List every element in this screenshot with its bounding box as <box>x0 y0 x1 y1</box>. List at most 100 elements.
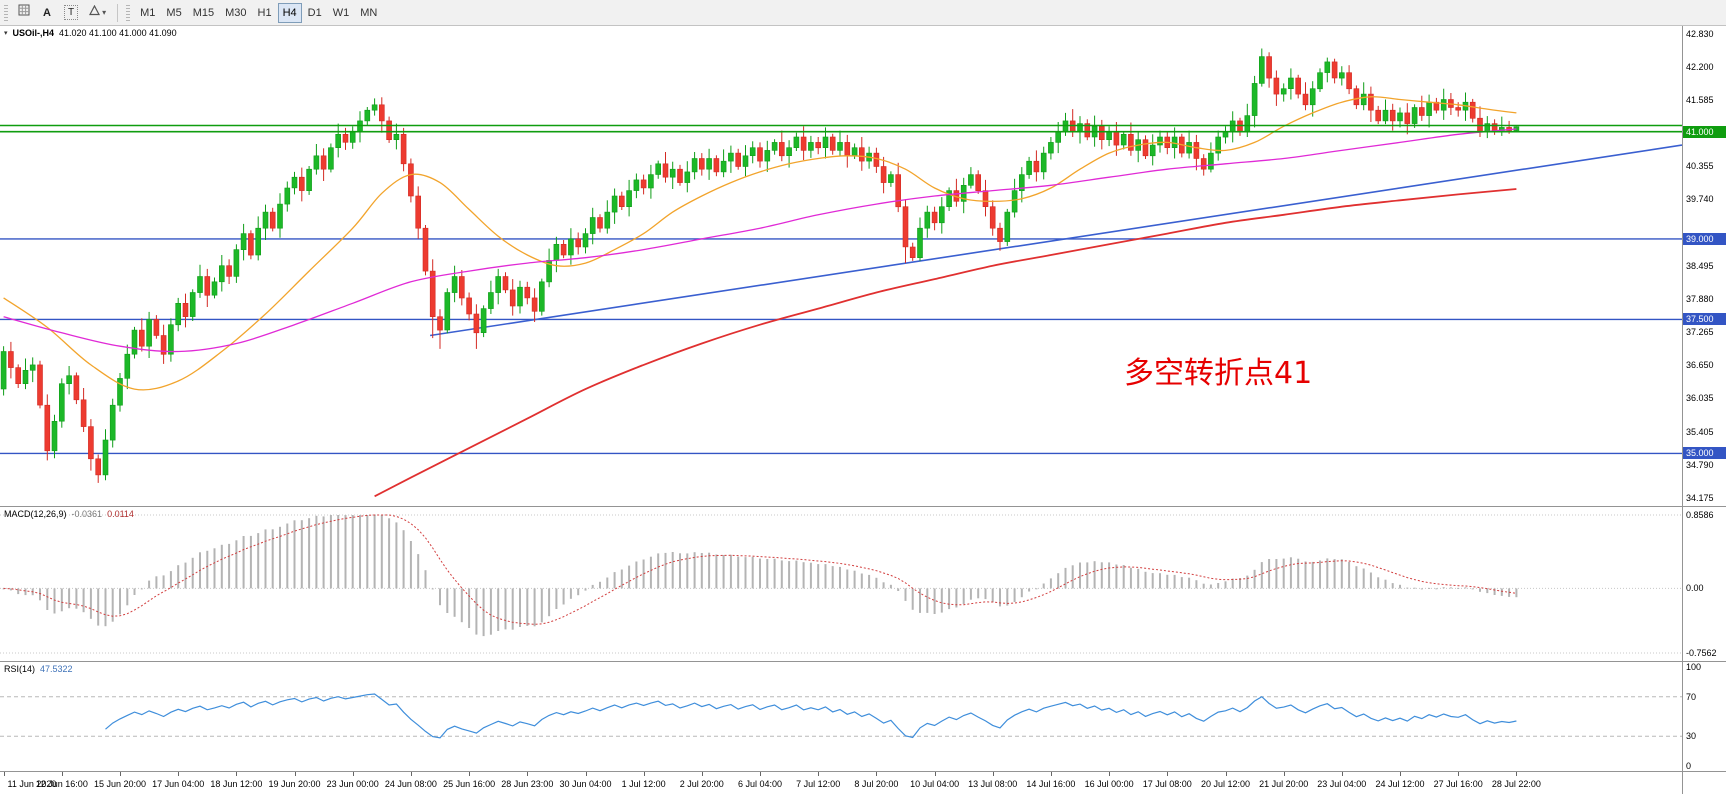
time-axis-tick <box>760 772 761 776</box>
grid-icon <box>18 4 30 22</box>
price-level-chip: 37.500 <box>1683 313 1726 326</box>
timeframe-button-w1[interactable]: W1 <box>328 3 355 23</box>
time-axis-label: 13 Jul 08:00 <box>968 779 1018 789</box>
price-axis-label: 42.830 <box>1686 28 1714 39</box>
time-axis-label: 24 Jun 08:00 <box>384 779 437 789</box>
grid-tool-button[interactable] <box>13 3 35 23</box>
ma-slow-red <box>374 188 1517 498</box>
time-axis-tick <box>1283 772 1285 776</box>
timeframe-button-d1[interactable]: D1 <box>303 3 327 23</box>
time-axis-tick <box>992 772 994 776</box>
rsi-axis-label: 70 <box>1686 691 1697 702</box>
time-axis-tick <box>469 772 471 776</box>
symbol-timeframe-label: USOil-,H4 <box>12 28 55 38</box>
dropdown-caret-icon: ▾ <box>102 7 107 17</box>
time-axis-tick <box>1516 772 1518 776</box>
time-axis-tick <box>236 772 238 776</box>
price-axis-label: 37.880 <box>1686 294 1714 304</box>
price-axis-label: 39.740 <box>1686 194 1714 205</box>
time-axis-label: 7 Jul 12:00 <box>796 779 841 789</box>
timeframe-button-m15[interactable]: M15 <box>188 3 219 23</box>
timeframe-button-mn[interactable]: MN <box>355 3 382 23</box>
time-axis-label: 10 Jul 04:00 <box>910 779 960 789</box>
time-axis-tick <box>1050 772 1052 776</box>
time-axis-tick <box>3 772 5 776</box>
text-tool-button[interactable]: A <box>36 3 58 23</box>
chart-workspace: ▾ USOil-,H4 41.020 41.100 41.000 41.090 … <box>0 26 1726 794</box>
price-axis-label: 40.355 <box>1686 161 1714 172</box>
time-axis-label: 2 Jul 20:00 <box>679 779 724 789</box>
time-axis-label: 25 Jun 16:00 <box>443 779 496 789</box>
time-axis-label: 21 Jul 20:00 <box>1259 779 1309 789</box>
time-axis-label: 20 Jul 12:00 <box>1200 779 1251 789</box>
price-axis-label: 41.585 <box>1686 95 1714 106</box>
price-axis-label: 37.265 <box>1686 327 1714 337</box>
time-axis-tick <box>1167 772 1169 776</box>
price-axis-column[interactable]: 42.830 42.200 41.585 40.355 39.740 38.495 37.8… <box>1682 26 1726 794</box>
macd-value-axis: 0.8586 0.00 -0.7562 <box>1683 506 1726 661</box>
text-tool-label: A <box>43 6 51 19</box>
time-axis-label: 16 Jul 00:00 <box>1084 779 1134 789</box>
toolbar-separator <box>117 3 119 22</box>
macd-value: -0.0361 <box>71 509 103 519</box>
time-axis-tick <box>294 772 296 776</box>
rsi-plot-area[interactable]: RSI(14) 47.5322 <box>0 661 1682 771</box>
label-tool-button[interactable]: T <box>59 3 83 23</box>
time-axis-label: 28 Jun 23:00 <box>501 779 554 789</box>
shapes-icon <box>89 4 101 22</box>
ma-mid-magenta <box>3 128 1517 353</box>
ma-fast-orange <box>3 96 1517 391</box>
time-axis-label: 11 Jun 2020 <box>7 779 57 789</box>
toolbar-grip[interactable] <box>126 4 131 21</box>
rsi-value-axis: 100 70 30 0 <box>1683 661 1726 771</box>
timeframe-button-m30[interactable]: M30 <box>220 3 251 23</box>
time-axis-label: 19 Jun 20:00 <box>268 779 321 789</box>
time-axis-tick <box>818 772 820 776</box>
time-axis-label: 18 Jun 12:00 <box>210 779 263 789</box>
rsi-axis-label: 30 <box>1686 731 1697 742</box>
timeframe-button-m1[interactable]: M1 <box>135 3 160 23</box>
time-axis-tick <box>585 772 587 776</box>
main-chart-title: ▾ USOil-,H4 41.020 41.100 41.000 41.090 <box>4 28 177 38</box>
rsi-axis-label: 0 <box>1686 761 1692 771</box>
price-level-chip: 35.000 <box>1683 447 1726 460</box>
rsi-line <box>105 693 1517 739</box>
timeframe-button-m5[interactable]: M5 <box>161 3 186 23</box>
time-axis-tick <box>643 772 645 776</box>
plots-column: ▾ USOil-,H4 41.020 41.100 41.000 41.090 … <box>0 26 1682 794</box>
time-axis-tick <box>527 772 529 776</box>
label-tool-label: T <box>64 5 79 20</box>
shapes-tool-button[interactable]: ▾ <box>84 3 111 23</box>
axis-corner <box>1683 771 1726 794</box>
time-axis-tick <box>934 772 936 776</box>
time-axis-label: 23 Jun 00:00 <box>326 779 379 789</box>
timeframe-button-h1[interactable]: H1 <box>253 3 277 23</box>
time-axis-label: 12 Jun 16:00 <box>35 779 88 789</box>
price-level-chip: 41.000 <box>1683 125 1726 138</box>
time-axis-tick <box>178 772 180 776</box>
macd-plot-area[interactable]: MACD(12,26,9) -0.0361 0.0114 <box>0 506 1682 661</box>
rsi-axis-label: 100 <box>1686 662 1702 672</box>
macd-title-label: MACD(12,26,9) <box>4 509 67 519</box>
time-axis-label: 17 Jun 04:00 <box>152 779 205 789</box>
time-axis-label: 24 Jul 12:00 <box>1375 779 1425 789</box>
time-axis-tick <box>120 772 121 776</box>
main-chart-plot-area[interactable]: ▾ USOil-,H4 41.020 41.100 41.000 41.090 … <box>0 26 1682 506</box>
time-axis-tick <box>61 772 63 776</box>
macd-axis-label: 0.00 <box>1686 583 1704 594</box>
main-price-axis[interactable]: 42.830 42.200 41.585 40.355 39.740 38.495 37.8… <box>1683 26 1726 506</box>
timeframe-group: M1 M5 M15 M30 H1 H4 D1 W1 MN <box>135 2 382 23</box>
time-axis-tick <box>701 772 703 776</box>
price-axis-label: 36.650 <box>1686 359 1714 370</box>
time-axis-tick <box>1225 772 1227 776</box>
timeframe-button-h4[interactable]: H4 <box>277 2 302 23</box>
time-axis[interactable]: 11 Jun 2020 12 Jun 16:00 15 Jun 20:00 17 Ju… <box>0 771 1682 794</box>
time-axis-label: 23 Jul 04:00 <box>1317 779 1367 789</box>
chart-menu-arrow-icon[interactable]: ▾ <box>4 30 8 37</box>
price-axis-label: 36.035 <box>1686 392 1714 403</box>
time-axis-tick <box>352 772 354 776</box>
toolbar-grip[interactable] <box>4 4 8 21</box>
time-axis-tick <box>1400 772 1401 776</box>
time-axis-label: 6 Jul 04:00 <box>737 779 783 789</box>
time-axis-label: 14 Jul 16:00 <box>1026 779 1076 789</box>
